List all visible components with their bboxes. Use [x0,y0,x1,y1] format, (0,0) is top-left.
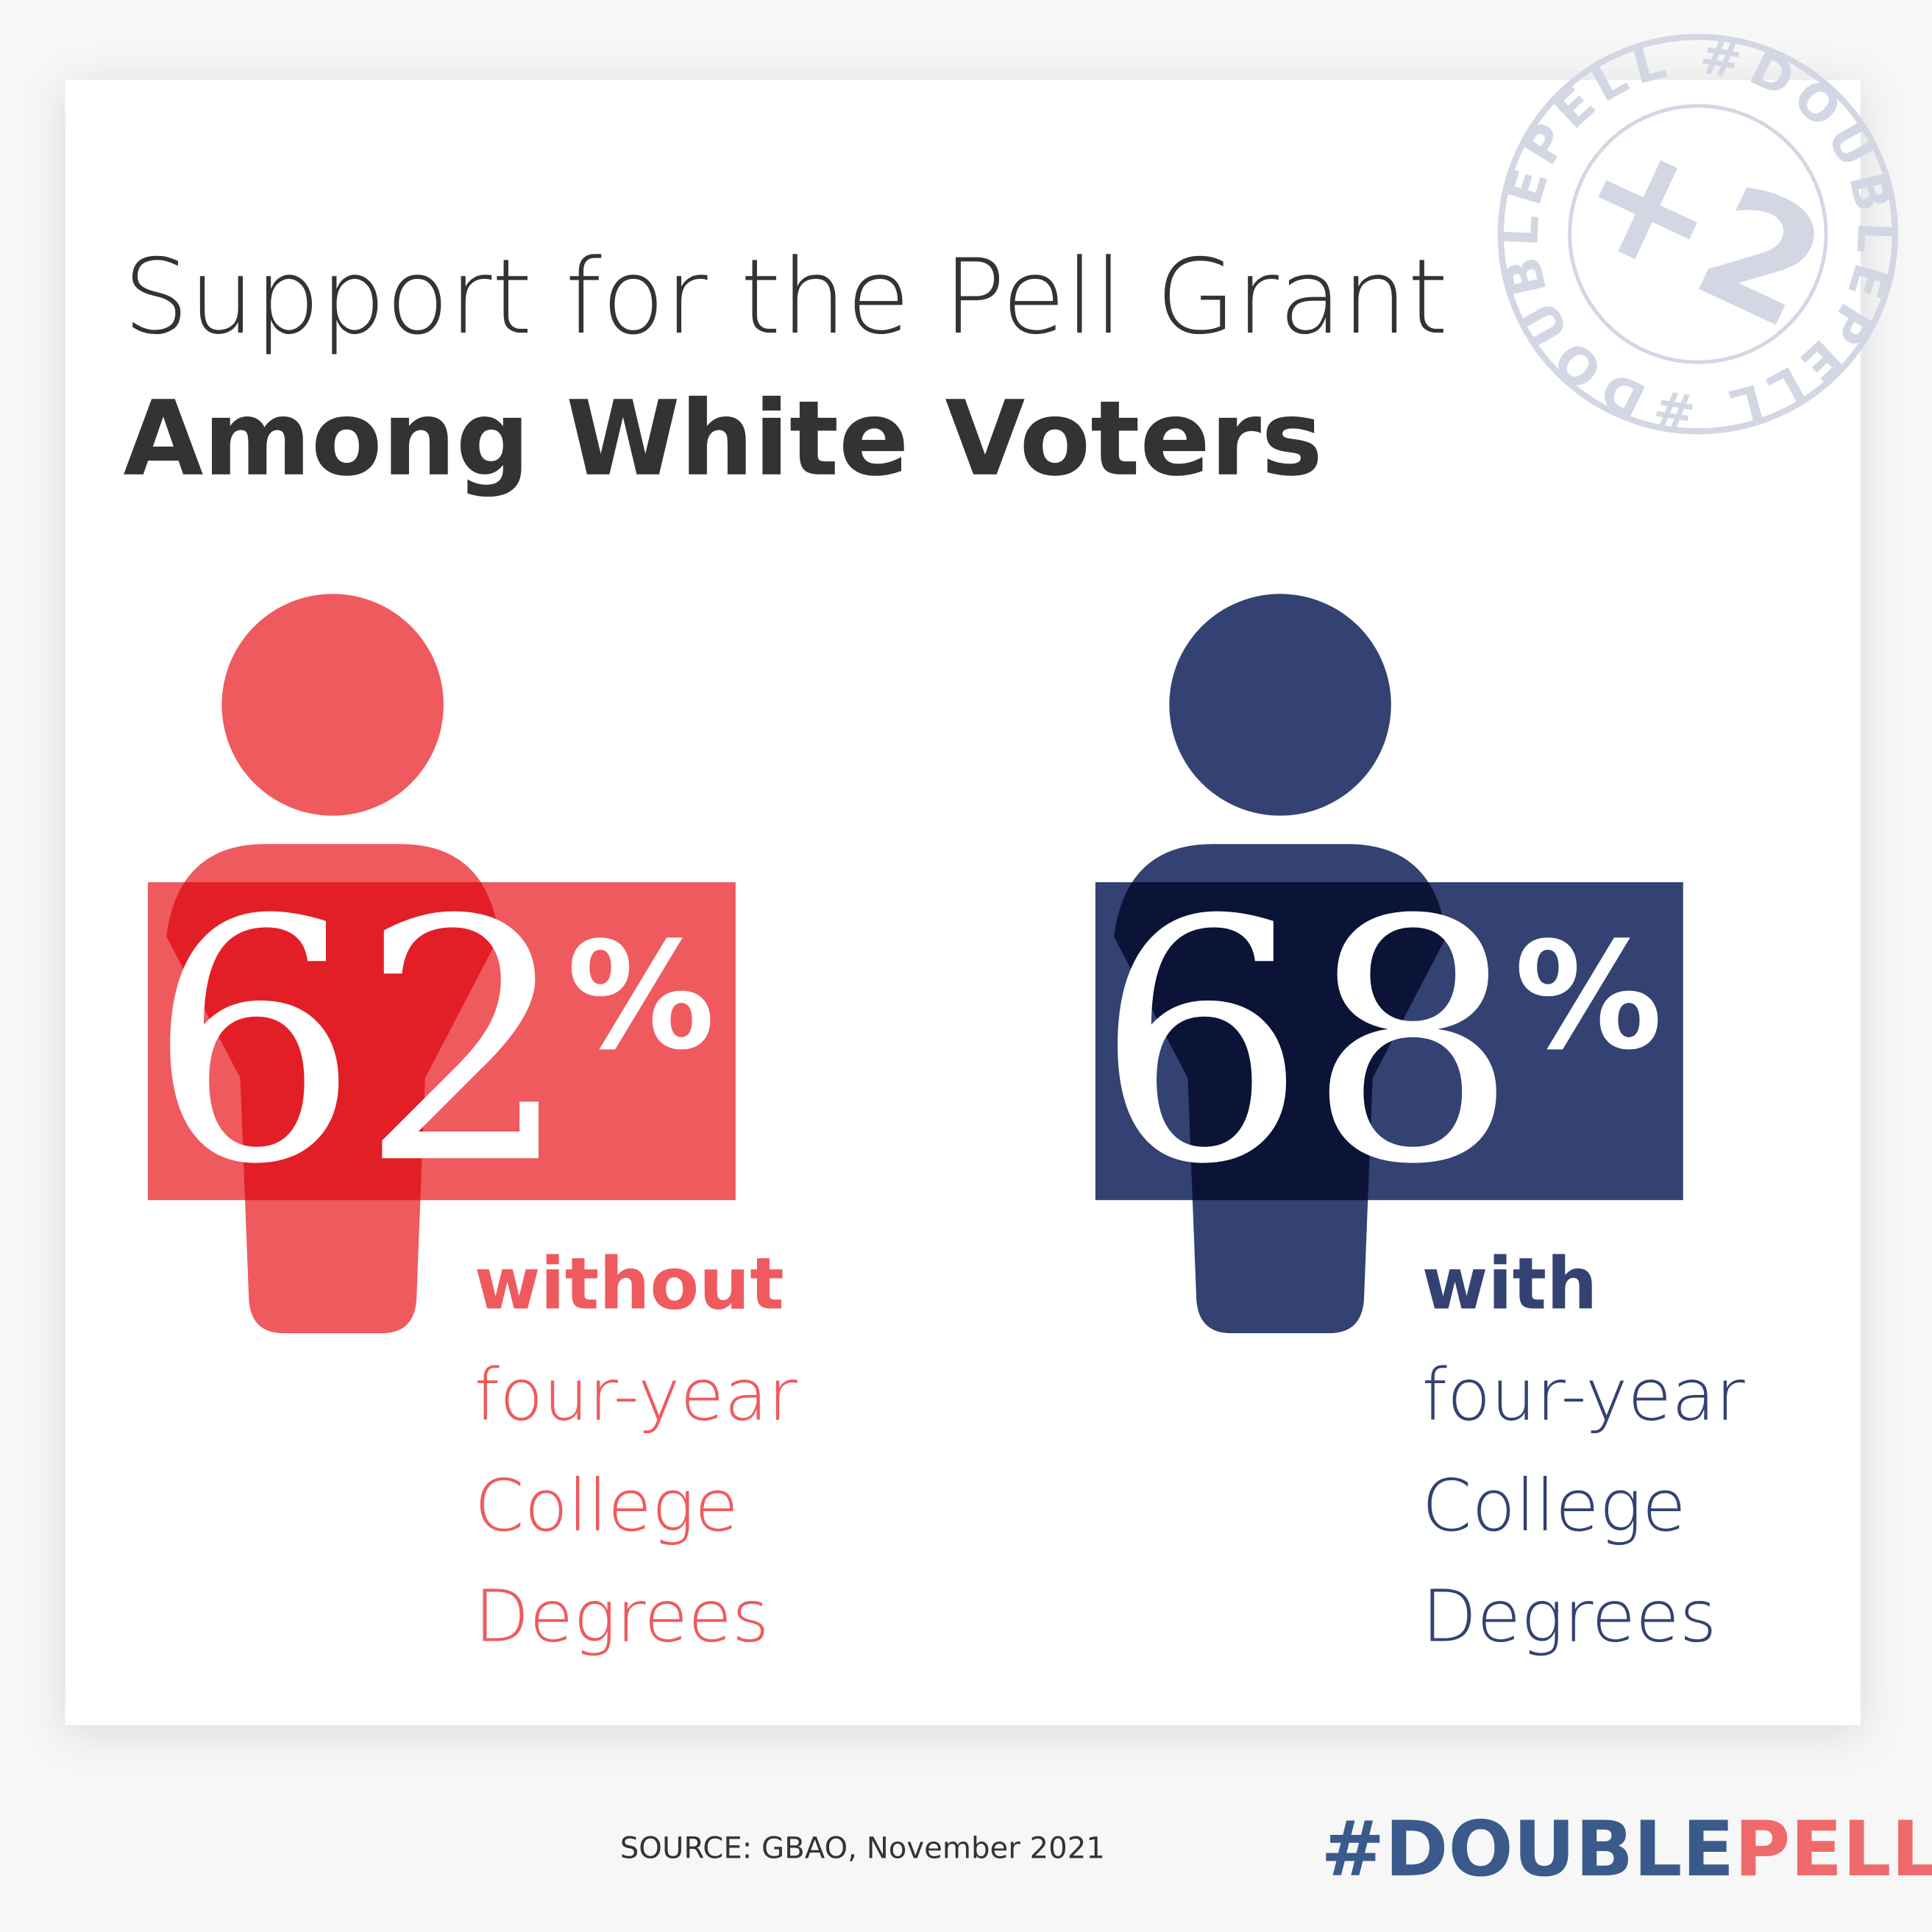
description-line: Degrees [475,1575,770,1658]
qualifier: with [1422,1243,1598,1326]
person-head [1169,594,1391,816]
person-body-overlap [1113,882,1447,1201]
logo-right: PELL [1734,1805,1932,1894]
value-unit: % [1514,911,1662,1083]
logo-left: #DOUBLE [1321,1805,1734,1894]
person-body-overlap [166,882,500,1201]
description-line: College [475,1464,739,1547]
source: SOURCE: GBAO, November 2021 [620,1832,1105,1866]
panels: 62% without four-year College Degrees 68% with… [148,594,1745,1658]
description-line: four-year [475,1353,798,1436]
qualifier: without [475,1243,784,1326]
description-line: College [1422,1464,1686,1547]
title: Support for the Pell Grant [123,237,1448,358]
logo: #DOUBLEPELL [1321,1805,1932,1894]
description-line: four-year [1422,1353,1745,1436]
subtitle: Among White Voters [123,379,1322,500]
value-unit: % [567,911,714,1083]
person-head [221,594,444,816]
panel: 62% without four-year College Degrees [148,594,798,1658]
value: 68 [1095,849,1519,1237]
description-line: Degrees [1422,1575,1717,1658]
value: 62 [148,849,571,1237]
panel: 68% with four-year College Degrees [1095,594,1745,1658]
